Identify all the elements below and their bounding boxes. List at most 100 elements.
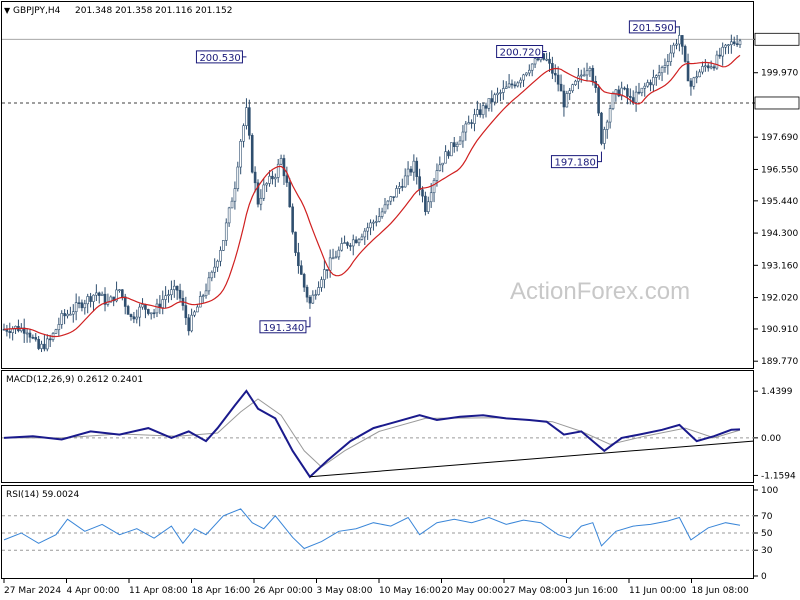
callout-label: 201.590	[632, 23, 673, 34]
candle-body	[201, 295, 205, 297]
candle-body	[198, 296, 202, 308]
time-tick-label: 3 May 08:00	[317, 586, 373, 596]
candle-body	[502, 88, 505, 93]
callout-label: 200.720	[500, 48, 541, 59]
candle-body	[522, 74, 525, 81]
candle-body	[288, 182, 292, 208]
rsi-line	[3, 508, 741, 550]
candle-body	[299, 265, 303, 275]
candle-body	[328, 257, 332, 271]
candle-body	[92, 294, 95, 302]
candle-body	[89, 296, 92, 302]
candle-body	[732, 41, 736, 44]
candle-body	[380, 211, 384, 217]
candle-body	[196, 306, 199, 313]
candle-body	[649, 82, 652, 86]
time-tick-label: 11 Apr 08:00	[129, 586, 188, 596]
time-tick-label: 3 Jun 16:00	[567, 586, 619, 596]
candle-body	[473, 114, 476, 124]
macd-tick-label: 0.00	[761, 434, 781, 444]
candle-body	[219, 250, 222, 262]
candle-body	[706, 65, 710, 69]
candle-body	[207, 277, 211, 292]
candle-body	[418, 176, 421, 190]
candle-body	[331, 257, 335, 260]
candle-body	[74, 302, 78, 313]
candle-body	[692, 77, 696, 87]
candle-body	[458, 140, 462, 145]
candle-body	[444, 151, 447, 164]
price-tick-label: 194.300	[761, 229, 798, 239]
price-tick-label: 199.970	[761, 69, 798, 79]
candle-body	[138, 306, 141, 318]
candle-body	[392, 196, 395, 198]
candle-body	[175, 285, 179, 291]
candle-body	[213, 266, 216, 273]
candle-body	[279, 158, 283, 165]
rsi-panel-frame	[1, 485, 754, 579]
candle-body	[282, 158, 286, 177]
candle-body	[591, 68, 595, 82]
candle-body	[63, 313, 66, 317]
candle-body	[349, 245, 352, 247]
candle-body	[556, 74, 560, 85]
macd-panel-frame	[1, 370, 754, 483]
candle-body	[204, 290, 208, 296]
candle-body	[721, 46, 724, 57]
candle-body	[660, 67, 664, 74]
macd-main-line	[3, 389, 741, 479]
current-price-box	[754, 32, 800, 46]
candle-body	[305, 286, 309, 298]
candle-body	[236, 166, 240, 189]
candle-body	[54, 329, 58, 334]
callout-box	[195, 50, 243, 64]
candle-body	[66, 313, 69, 317]
time-tick-label: 10 May 16:00	[379, 586, 441, 596]
price-header: ▼ GBPJPY,H4 201.348 201.358 201.116 201.…	[4, 6, 232, 16]
candle-body	[354, 239, 358, 244]
candle-body	[57, 324, 61, 331]
candle-body	[132, 316, 136, 320]
candle-body	[545, 58, 548, 61]
candle-body	[372, 221, 375, 224]
candle-body	[738, 40, 742, 46]
candle-body	[476, 109, 479, 115]
macd-trendline	[309, 440, 754, 478]
candle-body	[184, 305, 188, 319]
candle-body	[481, 105, 485, 115]
candle-body	[375, 221, 378, 223]
candle-body	[605, 121, 609, 130]
candle-body	[164, 295, 167, 300]
candle-body	[553, 73, 557, 76]
macd-tick-label: -1.1594	[761, 471, 796, 481]
candle-body	[516, 82, 520, 87]
candle-body	[426, 201, 430, 212]
candle-body	[600, 112, 603, 144]
candle-body	[77, 302, 81, 304]
rsi-tick-label: 100	[761, 486, 778, 496]
candle-body	[230, 200, 234, 209]
candle-body	[343, 242, 346, 244]
candle-body	[579, 74, 583, 77]
candle-body	[83, 303, 87, 309]
candle-body	[135, 316, 139, 320]
candle-body	[377, 216, 381, 222]
callout-leader	[597, 151, 602, 163]
candle-body	[626, 88, 629, 97]
candle-body	[530, 63, 534, 71]
candle-body	[340, 243, 343, 251]
price-tick-label: 192.020	[761, 294, 798, 304]
candle-body	[574, 80, 577, 85]
candle-body	[432, 180, 436, 194]
candle-body	[80, 302, 84, 309]
candle-body	[363, 230, 367, 238]
candle-body	[334, 256, 338, 259]
candle-body	[709, 66, 713, 69]
rsi-tick-label: 30	[761, 546, 773, 556]
candle-body	[409, 168, 413, 173]
candle-body	[683, 46, 687, 62]
candle-body	[565, 93, 569, 108]
candle-body	[629, 95, 632, 98]
candle-body	[447, 151, 450, 157]
rsi-plot: 100 70 50 30 0	[2, 486, 778, 582]
